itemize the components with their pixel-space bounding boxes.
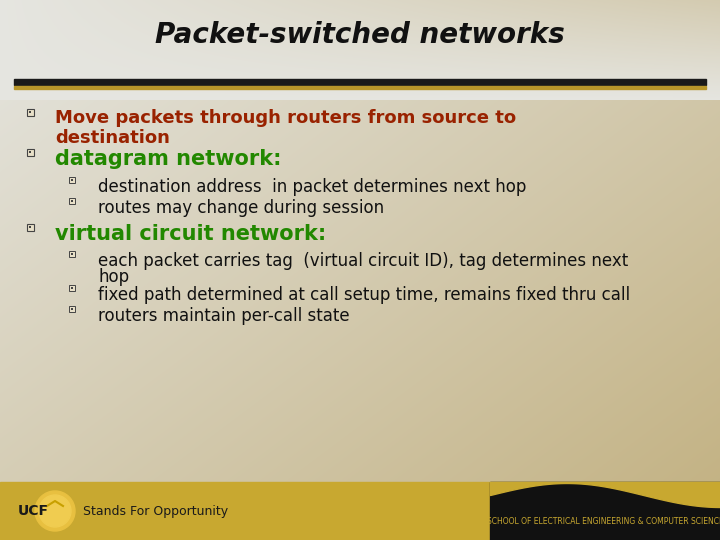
- Circle shape: [35, 491, 75, 531]
- Text: fixed path determined at call setup time, remains fixed thru call: fixed path determined at call setup time…: [98, 286, 630, 304]
- Text: destination address  in packet determines next hop: destination address in packet determines…: [98, 178, 526, 196]
- FancyBboxPatch shape: [69, 306, 75, 312]
- Bar: [14, 79, 706, 85]
- Text: Move packets through routers from source to: Move packets through routers from source…: [55, 109, 516, 127]
- FancyBboxPatch shape: [69, 198, 75, 204]
- Text: virtual circuit network:: virtual circuit network:: [55, 224, 326, 244]
- FancyBboxPatch shape: [69, 177, 75, 183]
- FancyBboxPatch shape: [71, 287, 73, 289]
- Text: SCHOOL OF ELECTRICAL ENGINEERING & COMPUTER SCIENCE: SCHOOL OF ELECTRICAL ENGINEERING & COMPU…: [487, 517, 720, 526]
- Text: datagram network:: datagram network:: [55, 149, 282, 169]
- FancyBboxPatch shape: [69, 285, 75, 291]
- Text: hop: hop: [98, 268, 129, 286]
- Text: routers maintain per-call state: routers maintain per-call state: [98, 307, 350, 325]
- Text: UCF: UCF: [18, 504, 49, 518]
- Text: destination: destination: [55, 129, 170, 147]
- Text: routes may change during session: routes may change during session: [98, 199, 384, 217]
- FancyBboxPatch shape: [27, 109, 34, 116]
- Text: Stands For Opportunity: Stands For Opportunity: [83, 504, 228, 517]
- FancyBboxPatch shape: [71, 200, 73, 202]
- Text: each packet carries tag  (virtual circuit ID), tag determines next: each packet carries tag (virtual circuit…: [98, 252, 629, 270]
- FancyBboxPatch shape: [71, 179, 73, 181]
- Bar: [14, 86, 706, 89]
- Bar: [490, 482, 720, 540]
- FancyBboxPatch shape: [71, 253, 73, 255]
- FancyBboxPatch shape: [29, 226, 31, 228]
- Circle shape: [39, 495, 71, 527]
- Bar: [0, 482, 720, 540]
- FancyBboxPatch shape: [27, 148, 34, 156]
- FancyBboxPatch shape: [69, 251, 75, 256]
- FancyBboxPatch shape: [29, 151, 31, 153]
- Text: Packet-switched networks: Packet-switched networks: [155, 21, 565, 49]
- FancyBboxPatch shape: [27, 224, 34, 231]
- FancyBboxPatch shape: [71, 308, 73, 310]
- FancyBboxPatch shape: [29, 111, 31, 113]
